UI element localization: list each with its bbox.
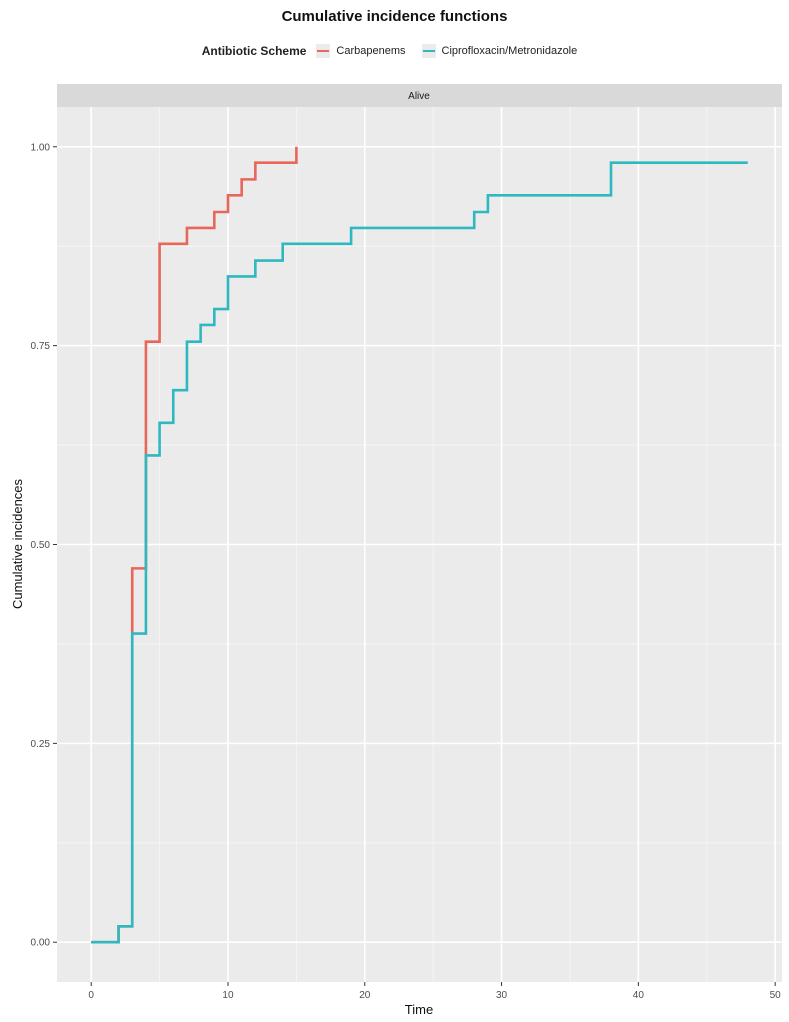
x-tick-label: 40 (633, 990, 645, 1001)
x-tick-label: 0 (88, 990, 94, 1001)
series-lines (91, 146, 748, 944)
legend-title: Antibiotic Scheme (201, 44, 307, 58)
y-axis-title: Cumulative incidences (10, 478, 25, 609)
x-axis-title: Time (405, 1002, 433, 1017)
x-tick-label: 30 (496, 990, 508, 1001)
legend: Antibiotic Scheme Carbapenems Ciprofloxa… (0, 44, 789, 58)
legend-label-carbapenems: Carbapenems (336, 45, 406, 57)
legend-label-ciprofloxacin: Ciprofloxacin/Metronidazole (441, 45, 578, 57)
x-tick-label: 50 (770, 990, 782, 1001)
x-axis: 0 10 20 30 40 50 (88, 982, 781, 1001)
legend-key-carbapenems (316, 44, 331, 58)
y-tick-label: 1.00 (31, 142, 51, 153)
facet-strip (57, 84, 782, 107)
y-axis: 0.00 0.25 0.50 0.75 1.00 (31, 142, 57, 949)
x-tick-label: 10 (222, 990, 234, 1001)
legend-key-ciprofloxacin (421, 44, 436, 58)
gridlines (57, 107, 782, 982)
legend-item-carbapenems: Carbapenems (316, 44, 406, 58)
x-tick-label: 20 (359, 990, 371, 1001)
legend-item-ciprofloxacin: Ciprofloxacin/Metronidazole (421, 44, 578, 58)
series-line-ciprofloxacin (91, 161, 748, 944)
y-tick-label: 0.75 (31, 341, 51, 352)
y-tick-label: 0.50 (31, 540, 51, 551)
y-tick-label: 0.25 (31, 739, 51, 750)
chart-title: Cumulative incidence functions (281, 8, 508, 25)
facet-label: Alive (408, 91, 430, 102)
y-tick-label: 0.00 (31, 938, 51, 949)
